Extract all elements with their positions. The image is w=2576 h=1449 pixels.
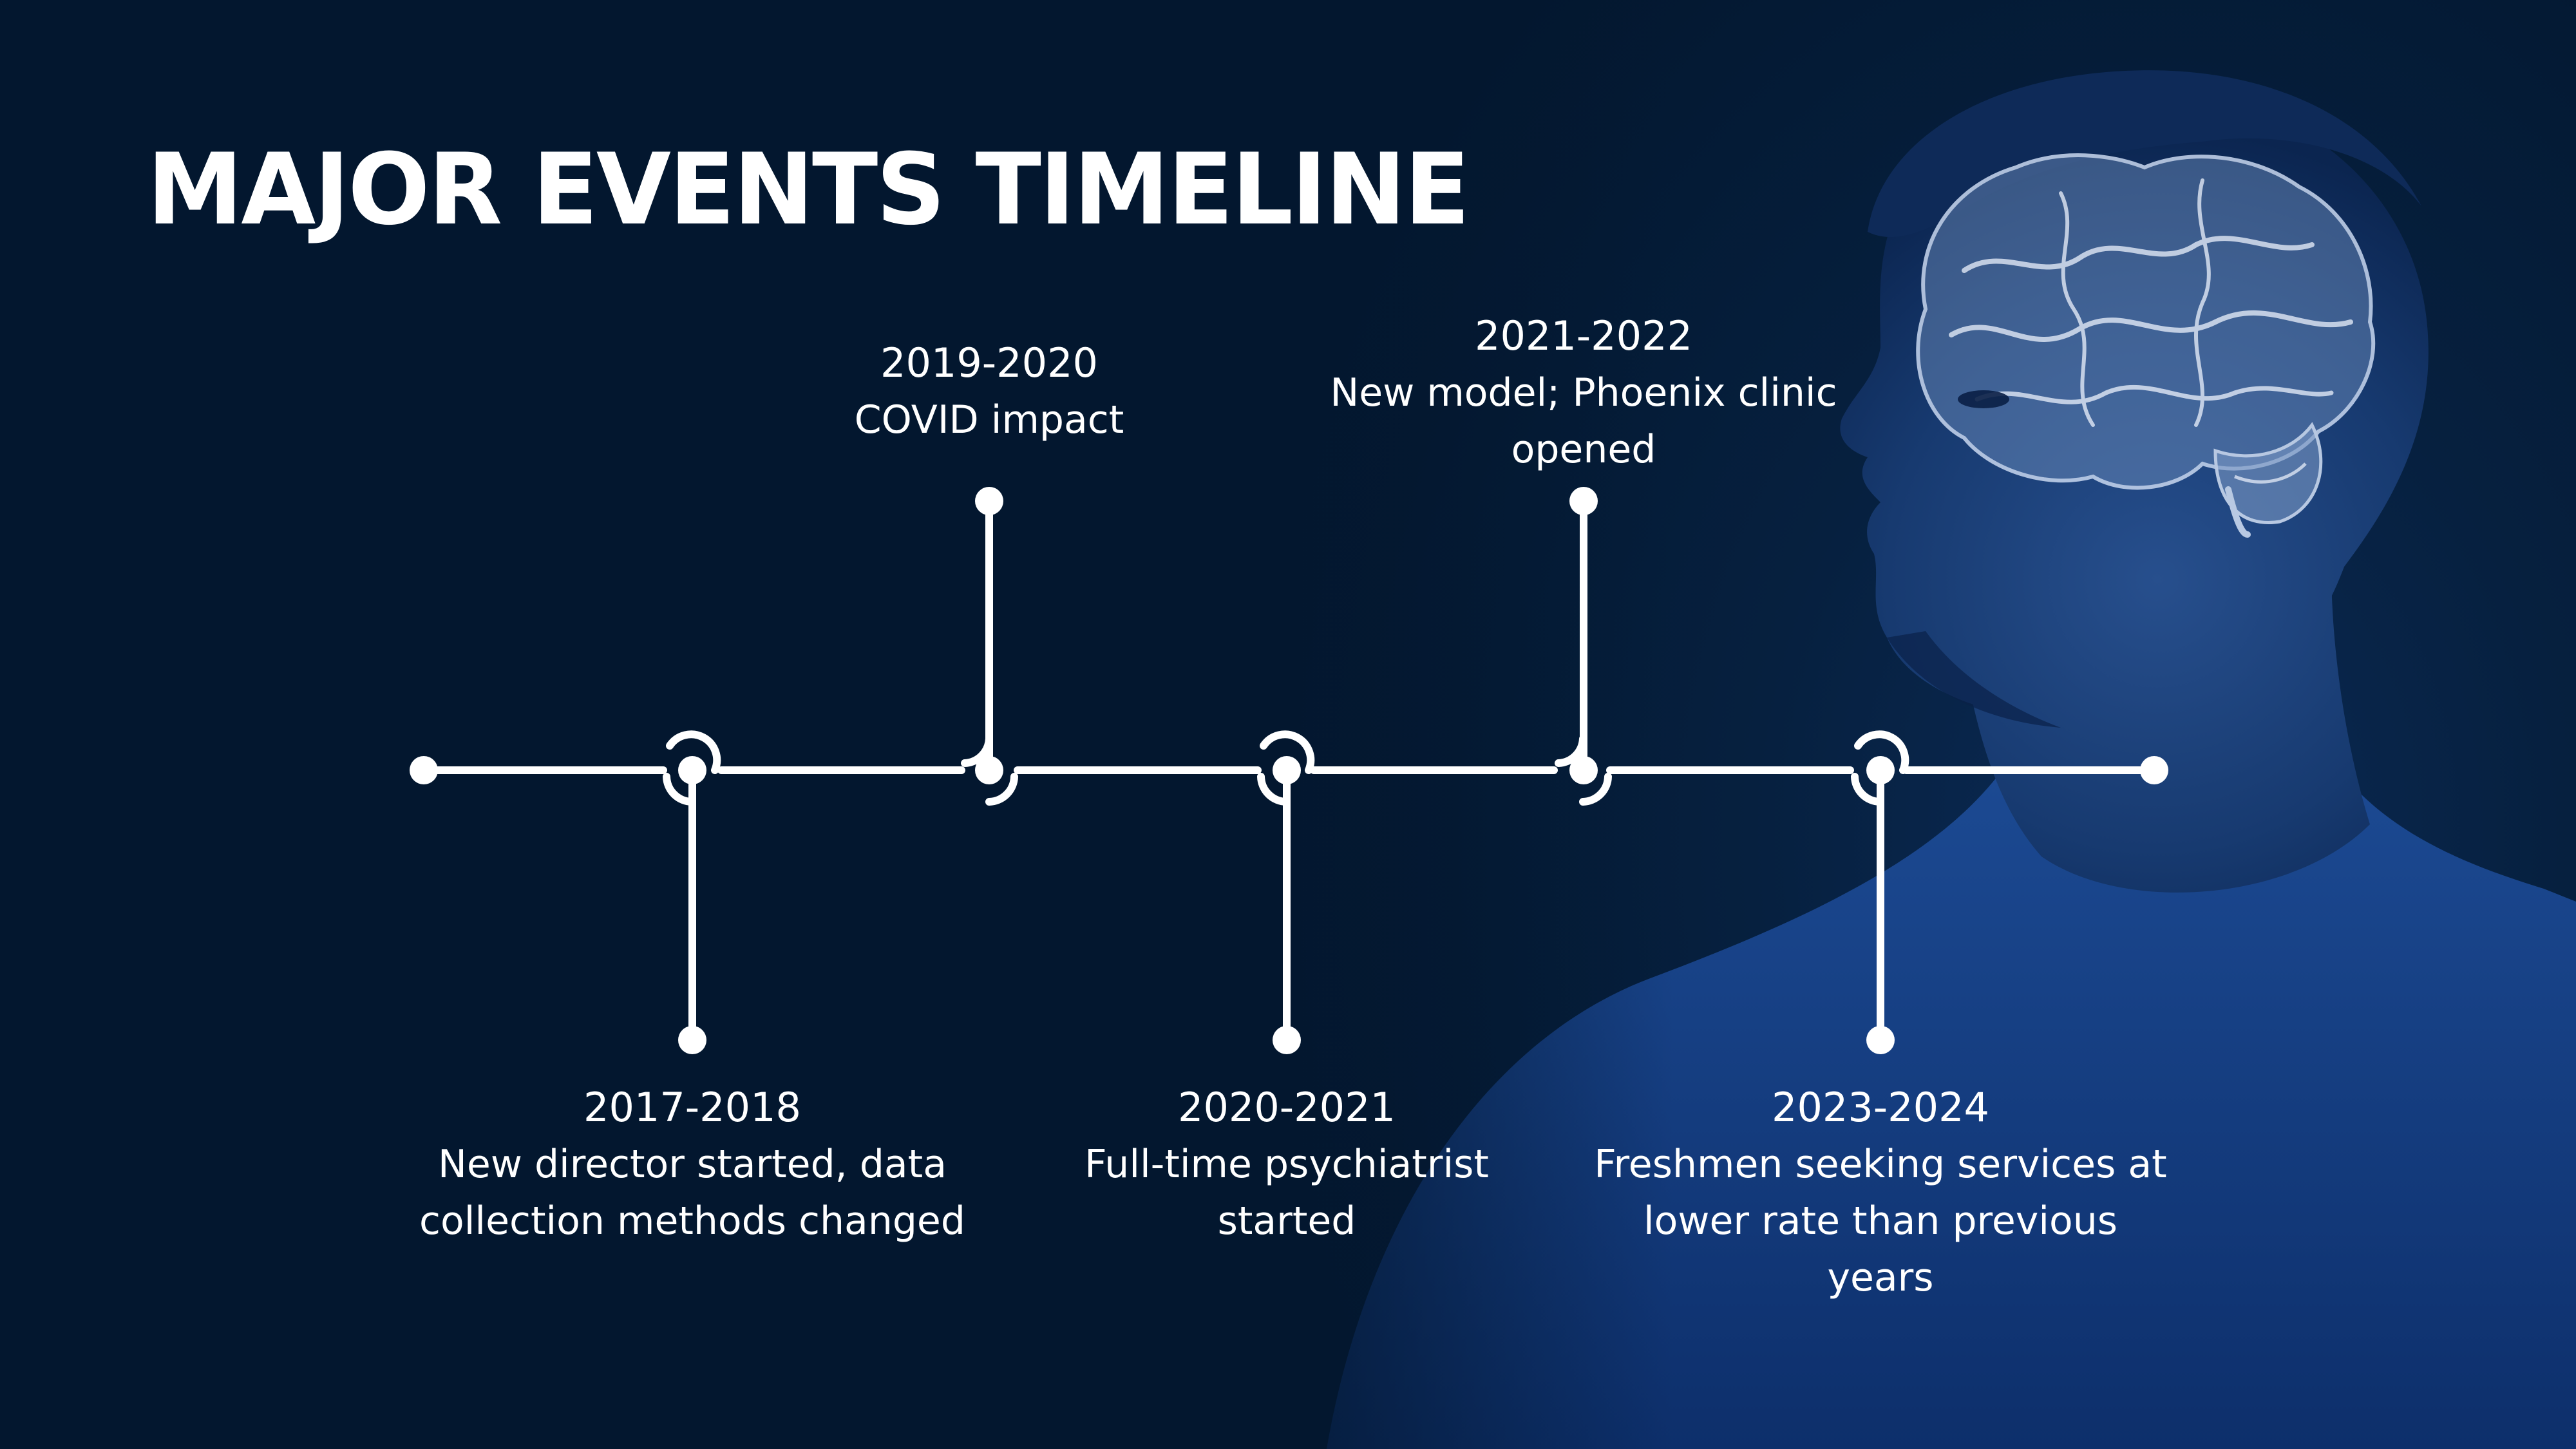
timeline-node-dot [1866, 756, 1895, 784]
event-stem-dot [975, 487, 1003, 515]
timeline-connector-arc [666, 730, 721, 774]
event-description: Full-time psychiatrist started [1084, 1142, 1489, 1244]
event-label-2020-2021: 2020-2021 Full-time psychiatrist started [1045, 1079, 1528, 1249]
timeline-node-dot [678, 756, 706, 784]
timeline-connector-arc [985, 773, 1018, 806]
event-year: 2021-2022 [1475, 312, 1692, 359]
timeline-connector-arc [1851, 773, 1884, 806]
event-stem-dot [1569, 487, 1598, 515]
event-description: New model; Phoenix clinic opened [1330, 370, 1837, 472]
event-stem-dot [1866, 1026, 1895, 1054]
event-label-2019-2020: 2019-2020 COVID impact [699, 335, 1279, 448]
timeline-node-dot [1273, 756, 1301, 784]
event-description: COVID impact [854, 397, 1124, 442]
timeline-connector-arc [1854, 730, 1909, 774]
event-year: 2020-2021 [1178, 1084, 1396, 1131]
event-stem-dot [1273, 1026, 1301, 1054]
page-title: MAJOR EVENTS TIMELINE [147, 133, 1470, 247]
event-year: 2019-2020 [880, 339, 1098, 386]
event-label-2023-2024: 2023-2024 Freshmen seeking services at l… [1591, 1079, 2170, 1306]
event-description: Freshmen seeking services at lower rate … [1594, 1142, 2167, 1300]
event-stem-dot [678, 1026, 706, 1054]
event-label-2021-2022: 2021-2022 New model; Phoenix clinic open… [1329, 308, 1838, 478]
timeline-connector-arc [1257, 773, 1290, 806]
event-year: 2017-2018 [583, 1084, 801, 1131]
timeline-node-dot [975, 756, 1003, 784]
event-year: 2023-2024 [1772, 1084, 1989, 1131]
timeline-connector-arc [663, 773, 696, 806]
event-description: New director started, data collection me… [419, 1142, 965, 1244]
timeline-connector-arc [1579, 773, 1612, 806]
timeline-connector-arc [1260, 730, 1315, 774]
timeline-start-dot [410, 756, 438, 784]
timeline-node-dot [1569, 756, 1598, 784]
brain-illustration-icon [1916, 153, 2376, 538]
event-label-2017-2018: 2017-2018 New director started, data col… [402, 1079, 982, 1249]
timeline-end-dot [2140, 756, 2168, 784]
